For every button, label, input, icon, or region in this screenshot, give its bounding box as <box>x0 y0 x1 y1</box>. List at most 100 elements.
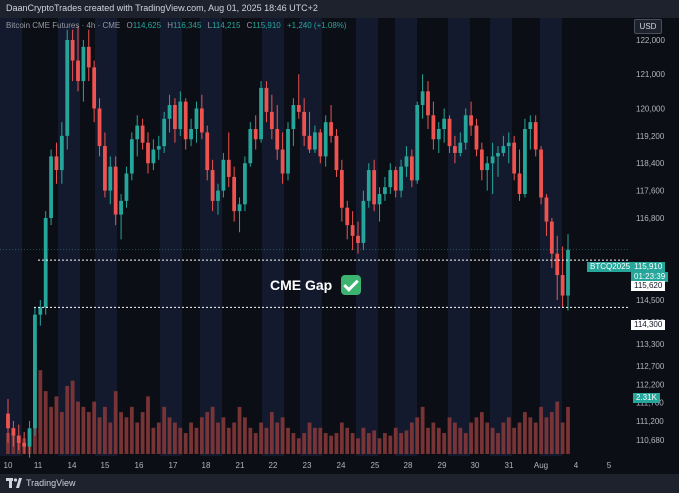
price-tick-label: 113,300 <box>636 340 665 349</box>
session-band <box>395 18 417 456</box>
volume-bar <box>296 438 301 454</box>
volume-bar <box>356 438 360 454</box>
candle-body <box>523 129 527 195</box>
symbol-price-tag: BTCQ2025 <box>587 261 634 272</box>
volume-bar <box>469 422 473 454</box>
volume-bar <box>232 422 237 454</box>
volume-bar <box>243 417 247 454</box>
candle-body <box>253 129 258 140</box>
volume-bar <box>458 427 463 454</box>
candle-body <box>43 218 48 308</box>
candle-body <box>383 187 387 195</box>
candle-body <box>539 149 543 198</box>
cme-gap-annotation: CME Gap <box>270 275 362 295</box>
candle-body <box>70 40 75 61</box>
volume-bar <box>259 422 263 454</box>
candle-body <box>237 204 242 212</box>
candle-body <box>124 173 129 201</box>
volume-bar <box>76 401 80 454</box>
volume-bar <box>442 433 447 454</box>
session-band <box>200 18 222 456</box>
time-tick-label: 21 <box>236 461 245 470</box>
candle-body <box>129 139 134 174</box>
candle-body <box>59 135 64 171</box>
bottom-bar: TradingView <box>0 474 679 493</box>
candle-body <box>65 40 70 136</box>
candle-body <box>291 105 296 129</box>
volume-bar <box>490 427 495 454</box>
volume-bar <box>108 422 113 454</box>
candle-body <box>399 166 403 191</box>
candle-body <box>119 200 123 215</box>
volume-bar <box>345 427 350 454</box>
candle-body <box>54 156 59 171</box>
candle-body <box>544 197 549 222</box>
session-bands <box>0 18 630 456</box>
candle-body <box>280 149 285 174</box>
volume-bar <box>54 396 59 454</box>
gap-lower-tag: 114,300 <box>631 320 666 331</box>
volume-bar <box>135 422 140 454</box>
candle-body <box>275 129 280 150</box>
volume-bar <box>70 380 75 454</box>
candle-body <box>103 146 107 191</box>
volume-bar <box>183 433 188 454</box>
time-tick-label: 15 <box>101 461 110 470</box>
candle-body <box>243 163 247 205</box>
session-band <box>95 18 117 456</box>
volume-bar <box>140 412 145 454</box>
high-value: 116,345 <box>173 21 202 30</box>
price-chart[interactable]: 122,000 121,000 120,000 119,200 118,400 117,6… <box>0 18 679 474</box>
price-tick-label: 114,500 <box>636 296 665 305</box>
candle-body <box>463 115 468 143</box>
candle-body <box>555 253 560 276</box>
volume-bar <box>366 433 371 454</box>
candle-body <box>458 142 463 153</box>
volume-bar <box>318 427 323 454</box>
gap-levels <box>0 249 630 308</box>
candle-body <box>11 428 16 436</box>
price-tick-label: 112,700 <box>636 362 665 371</box>
session-band <box>300 18 322 456</box>
volume-bar <box>173 422 177 454</box>
candle-body <box>345 207 350 226</box>
time-tick-label: 25 <box>371 461 380 470</box>
gap-upper-tag: 115,620 <box>631 281 666 292</box>
volume-bar <box>436 427 441 454</box>
session-band <box>448 18 470 456</box>
volume-bar <box>329 435 333 454</box>
volume-bar <box>474 417 479 454</box>
candle-body <box>97 108 102 147</box>
candle-body <box>549 221 554 254</box>
volume-bar <box>280 417 285 454</box>
volume-bar <box>49 406 53 454</box>
price-tick-label: 110,680 <box>636 436 665 445</box>
countdown-tag: 01:23:39 <box>631 271 669 282</box>
candle-body <box>22 442 27 447</box>
volume-bar <box>415 417 420 454</box>
candle-body <box>33 314 37 429</box>
volume-bar <box>65 385 70 454</box>
candle-body <box>566 249 570 296</box>
candle-body <box>431 115 436 140</box>
candle-body <box>496 152 500 157</box>
candle-body <box>81 46 86 82</box>
candle-body <box>27 428 32 447</box>
cme-gap-text: CME Gap <box>270 277 333 293</box>
volume-bar <box>205 412 210 454</box>
volume-bar <box>92 401 97 454</box>
candle-body <box>420 91 425 106</box>
volume-bar <box>291 433 296 454</box>
volume-bar <box>555 401 560 454</box>
currency-button[interactable]: USD <box>634 19 662 34</box>
volume-bar <box>453 422 457 454</box>
candle-body <box>86 46 91 68</box>
tradingview-logo[interactable]: TradingView <box>6 477 76 489</box>
volume-bar <box>496 433 500 454</box>
candle-body <box>151 149 156 164</box>
candle-body <box>210 170 215 201</box>
session-band <box>356 18 378 456</box>
candle-body <box>307 135 312 150</box>
candle-body <box>140 125 145 143</box>
candle-body <box>469 115 473 126</box>
